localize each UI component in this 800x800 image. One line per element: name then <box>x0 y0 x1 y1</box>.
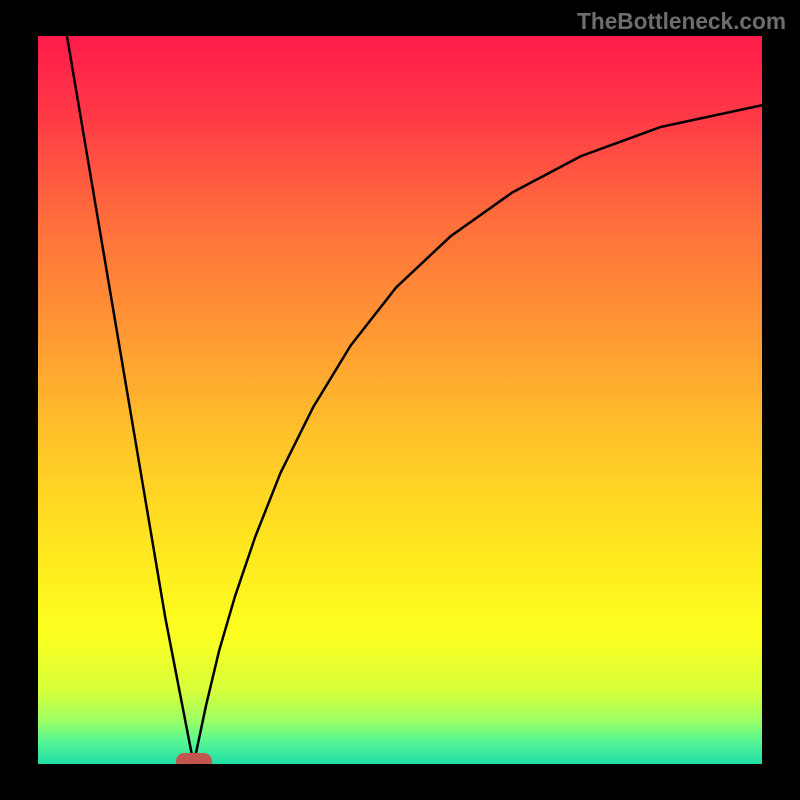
optimum-marker <box>176 753 212 764</box>
plot-area <box>38 36 762 764</box>
watermark-text: TheBottleneck.com <box>577 8 786 35</box>
figure-frame: TheBottleneck.com <box>0 0 800 800</box>
bottleneck-curve <box>38 36 762 764</box>
